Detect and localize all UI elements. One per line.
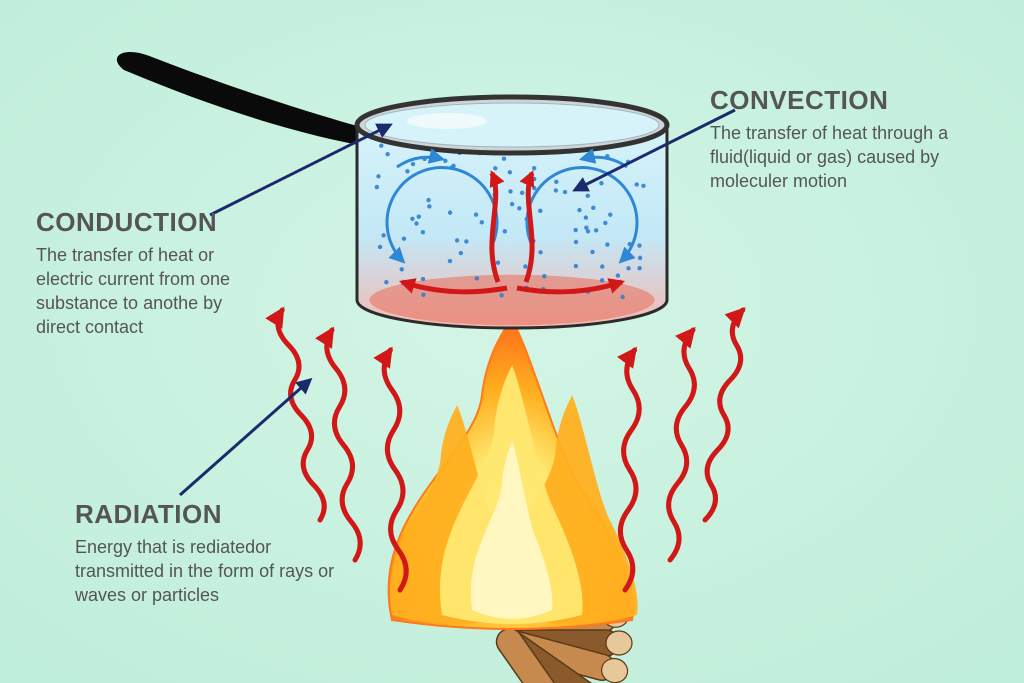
water-dot	[573, 228, 577, 232]
water-dot	[554, 180, 558, 184]
water-dot	[635, 182, 639, 186]
water-dot	[608, 213, 612, 217]
diagram-stage: CONDUCTION The transfer of heat or elect…	[0, 0, 1024, 683]
water-dot	[599, 181, 603, 185]
water-dot	[532, 186, 536, 190]
water-dot	[508, 189, 512, 193]
water-dot	[603, 221, 607, 225]
water-dot	[532, 166, 536, 170]
label-conduction: CONDUCTION The transfer of heat or elect…	[36, 208, 256, 340]
water-dot	[400, 267, 404, 271]
water-dot	[379, 144, 383, 148]
water-dot	[517, 206, 521, 210]
water-dot	[503, 229, 507, 233]
water-dot	[605, 242, 609, 246]
label-radiation: RADIATION Energy that is rediatedor tran…	[75, 500, 355, 607]
water-dot	[616, 273, 620, 277]
water-dot	[542, 274, 546, 278]
water-dot	[384, 280, 388, 284]
water-dot	[637, 266, 641, 270]
water-dot	[586, 229, 590, 233]
water-dot	[427, 204, 431, 208]
water-dot	[455, 238, 459, 242]
water-dot	[638, 256, 642, 260]
water-dot	[448, 259, 452, 263]
radiation-title: RADIATION	[75, 500, 355, 529]
water-dot	[475, 276, 479, 280]
water-dot	[474, 212, 478, 216]
conduction-desc: The transfer of heat or electric current…	[36, 243, 256, 340]
water-dot	[417, 214, 421, 218]
water-dot	[641, 184, 645, 188]
water-dot	[411, 162, 415, 166]
water-dot	[459, 251, 463, 255]
water-dot	[426, 198, 430, 202]
water-dot	[584, 215, 588, 219]
water-dot	[421, 230, 425, 234]
water-dot	[563, 190, 567, 194]
water-dot	[405, 169, 409, 173]
water-dot	[385, 152, 389, 156]
convection-title: CONVECTION	[710, 86, 1020, 115]
water-dot	[626, 266, 630, 270]
water-dot	[443, 159, 447, 163]
conduction-title: CONDUCTION	[36, 208, 256, 237]
label-convection: CONVECTION The transfer of heat through …	[710, 86, 1020, 193]
water-dot	[538, 209, 542, 213]
water-dot	[414, 221, 418, 225]
water-dot	[448, 210, 452, 214]
convection-desc: The transfer of heat through a fluid(liq…	[710, 121, 1020, 194]
water-dot	[554, 188, 558, 192]
water-dot	[591, 206, 595, 210]
water-dot	[538, 250, 542, 254]
water-dot	[620, 295, 624, 299]
water-dot	[499, 293, 503, 297]
water-dot	[493, 166, 497, 170]
water-dot	[502, 157, 506, 161]
water-dot	[590, 250, 594, 254]
water-dot	[586, 194, 590, 198]
water-dot	[520, 191, 524, 195]
water-dot	[594, 228, 598, 232]
water-dot	[600, 278, 604, 282]
water-dot	[480, 220, 484, 224]
water-dot	[508, 170, 512, 174]
water-dot	[577, 208, 581, 212]
water-dot	[637, 243, 641, 247]
radiation-desc: Energy that is rediatedor transmitted in…	[75, 535, 355, 608]
water-dot	[600, 264, 604, 268]
water-dot	[574, 264, 578, 268]
water-dot	[378, 245, 382, 249]
water-dot	[410, 217, 414, 221]
water-dot	[421, 277, 425, 281]
water-dot	[496, 260, 500, 264]
water-dot	[375, 185, 379, 189]
water-dot	[421, 293, 425, 297]
water-dot	[381, 233, 385, 237]
water-dot	[523, 264, 527, 268]
water-dot	[464, 239, 468, 243]
water-dot	[574, 240, 578, 244]
water-dot	[376, 174, 380, 178]
water-dot	[510, 202, 514, 206]
water-dot	[402, 237, 406, 241]
